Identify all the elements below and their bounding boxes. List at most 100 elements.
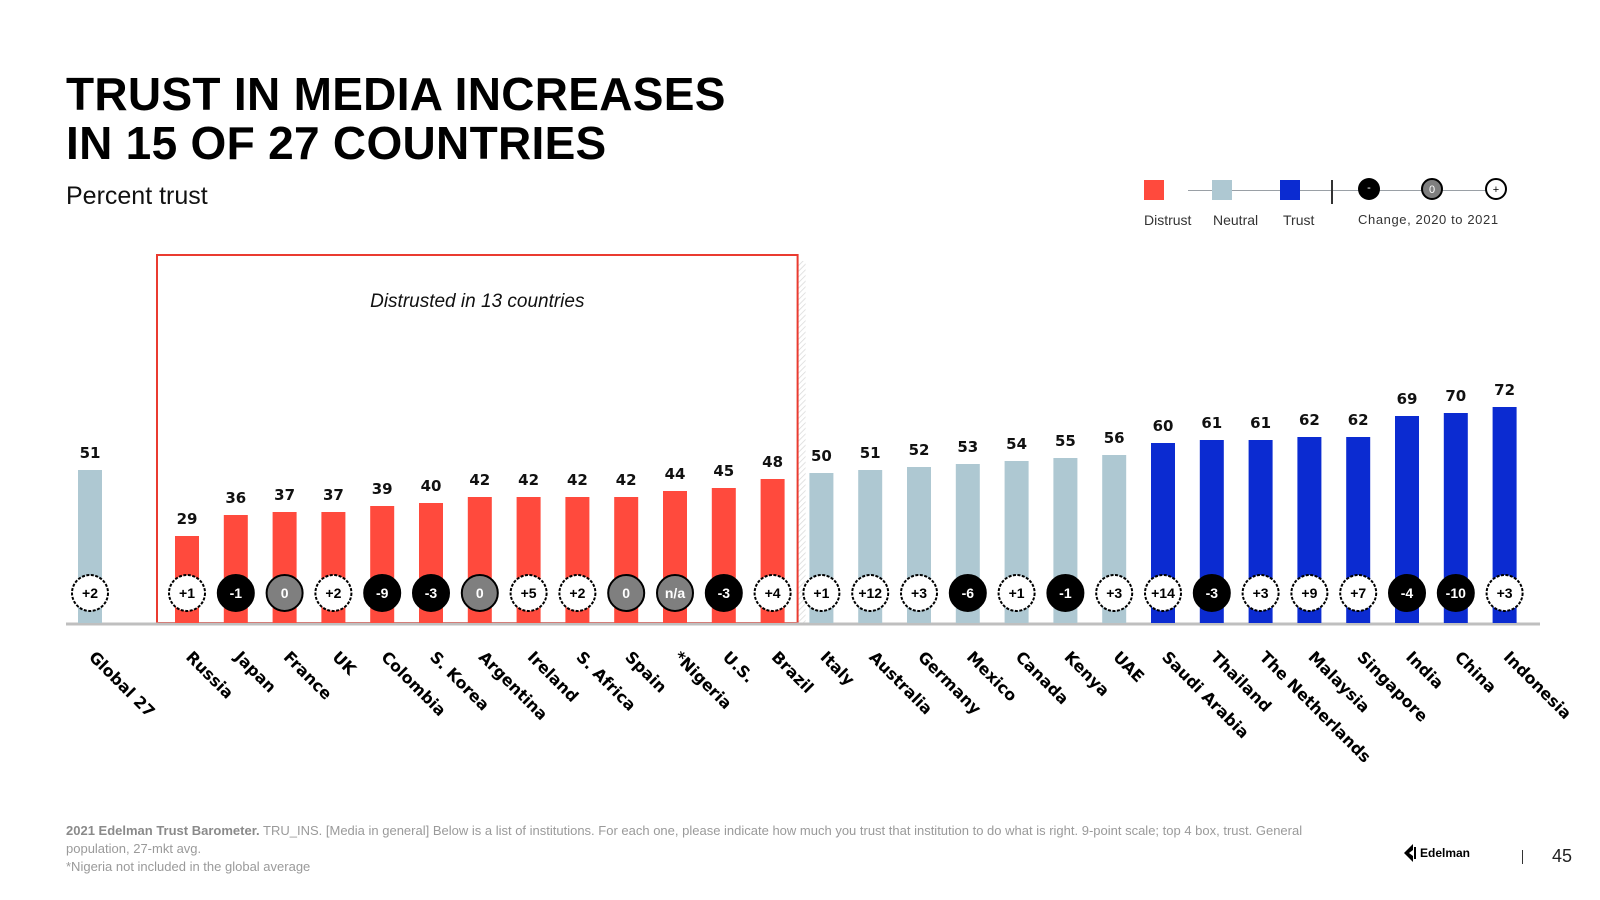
change-badge-4: [314, 574, 353, 612]
category-label-20: UAE: [1109, 647, 1148, 686]
change-label-10: 0: [622, 585, 630, 601]
change-badge-28: [1485, 574, 1524, 612]
legend: Distrust Neutral Trust - 0 + Change, 202…: [1144, 178, 1568, 238]
change-label-26: -4: [1401, 585, 1414, 601]
change-badge-10: [607, 574, 646, 612]
change-badge-26: [1388, 574, 1426, 612]
change-label-12: -3: [718, 585, 731, 601]
value-label-11: 44: [665, 465, 686, 483]
legend-swatch-distrust: [1144, 180, 1164, 200]
value-label-26: 69: [1397, 390, 1418, 408]
change-badge-15: [851, 574, 890, 612]
value-label-19: 55: [1055, 432, 1076, 450]
change-label-14: +1: [813, 585, 829, 601]
change-badge-12: [704, 574, 743, 612]
change-badge-8: [509, 574, 548, 612]
change-label-27: -10: [1446, 585, 1466, 601]
category-label-26: India: [1402, 647, 1447, 692]
legend-change-label: Change, 2020 to 2021: [1358, 212, 1499, 227]
change-label-16: +3: [911, 585, 927, 601]
change-label-8: +5: [521, 585, 537, 601]
change-badge-11: [656, 574, 694, 612]
value-label-21: 60: [1153, 417, 1174, 435]
value-label-9: 42: [567, 471, 588, 489]
category-label-4: UK: [329, 647, 361, 679]
value-label-27: 70: [1445, 387, 1466, 405]
legend-label-trust: Trust: [1283, 212, 1315, 228]
change-badge-27: [1436, 574, 1475, 612]
legend-swatch-neutral: [1212, 180, 1232, 200]
change-label-24: +9: [1301, 585, 1317, 601]
edelman-logo-icon: [1404, 844, 1416, 862]
legend-separator: [1331, 180, 1333, 204]
change-label-0: +2: [82, 585, 98, 601]
legend-swatch-trust: [1280, 180, 1300, 200]
change-badge-17: [948, 574, 987, 612]
category-label-1: Russia: [182, 647, 237, 702]
category-label-14: Italy: [817, 647, 859, 689]
change-badge-25: [1339, 574, 1378, 612]
category-label-21: Saudi Arabia: [1158, 647, 1253, 742]
value-label-12: 45: [713, 462, 734, 480]
value-label-16: 52: [909, 441, 930, 459]
change-badge-5: [363, 574, 402, 612]
footer-source-text: TRU_INS. [Media in general] Below is a l…: [66, 823, 1303, 856]
footer-note: *Nigeria not included in the global aver…: [66, 859, 311, 874]
value-label-1: 29: [177, 510, 198, 528]
change-badge-21: [1144, 574, 1182, 612]
change-badge-7: [460, 574, 499, 612]
value-label-10: 42: [616, 471, 637, 489]
distrust-box-shadow: [797, 261, 806, 623]
page-title: TRUST IN MEDIA INCREASES IN 15 OF 27 COU…: [66, 70, 726, 168]
change-label-19: -1: [1059, 585, 1072, 601]
value-label-8: 42: [518, 471, 539, 489]
change-badge-3: [265, 574, 304, 612]
value-label-25: 62: [1348, 411, 1369, 429]
value-label-13: 48: [762, 453, 783, 471]
value-label-14: 50: [811, 447, 832, 465]
value-label-2: 36: [225, 489, 246, 507]
value-label-15: 51: [860, 444, 881, 462]
change-label-11: n/a: [665, 585, 685, 601]
category-label-3: France: [280, 647, 336, 703]
change-badge-18: [997, 574, 1036, 612]
footer-source-bold: 2021 Edelman Trust Barometer.: [66, 823, 260, 838]
change-label-4: +2: [325, 585, 341, 601]
category-label-18: Canada: [1012, 647, 1073, 708]
change-label-6: -3: [425, 585, 438, 601]
change-badge-2: [216, 574, 255, 612]
change-badge-19: [1046, 574, 1085, 612]
value-label-3: 37: [274, 486, 295, 504]
footer-divider: [1522, 850, 1523, 864]
value-label-6: 40: [421, 477, 442, 495]
change-badge-23: [1241, 574, 1280, 612]
change-label-17: -6: [962, 585, 975, 601]
value-label-22: 61: [1201, 414, 1222, 432]
change-label-25: +7: [1350, 585, 1366, 601]
change-label-7: 0: [476, 585, 484, 601]
value-label-4: 37: [323, 486, 344, 504]
change-label-5: -9: [376, 585, 389, 601]
change-badge-14: [802, 574, 841, 612]
change-badge-0: [71, 574, 109, 612]
change-label-3: 0: [281, 585, 289, 601]
change-badge-1: [168, 574, 206, 612]
change-label-13: +4: [765, 585, 781, 601]
value-label-28: 72: [1494, 381, 1515, 399]
legend-change-zero: 0: [1421, 178, 1443, 200]
title-line-1: TRUST IN MEDIA INCREASES: [66, 68, 726, 120]
change-label-1: +1: [179, 585, 195, 601]
change-label-18: +1: [1009, 585, 1025, 601]
category-label-27: China: [1451, 647, 1500, 696]
change-label-22: -3: [1206, 585, 1219, 601]
subtitle: Percent trust: [66, 182, 208, 210]
change-badge-16: [900, 574, 938, 612]
change-label-21: +14: [1151, 585, 1175, 601]
legend-label-neutral: Neutral: [1213, 212, 1259, 228]
value-label-18: 54: [1006, 435, 1027, 453]
category-label-0: Global 27: [85, 647, 159, 721]
change-badge-9: [558, 574, 597, 612]
change-label-20: +3: [1106, 585, 1122, 601]
change-badge-6: [412, 574, 450, 612]
